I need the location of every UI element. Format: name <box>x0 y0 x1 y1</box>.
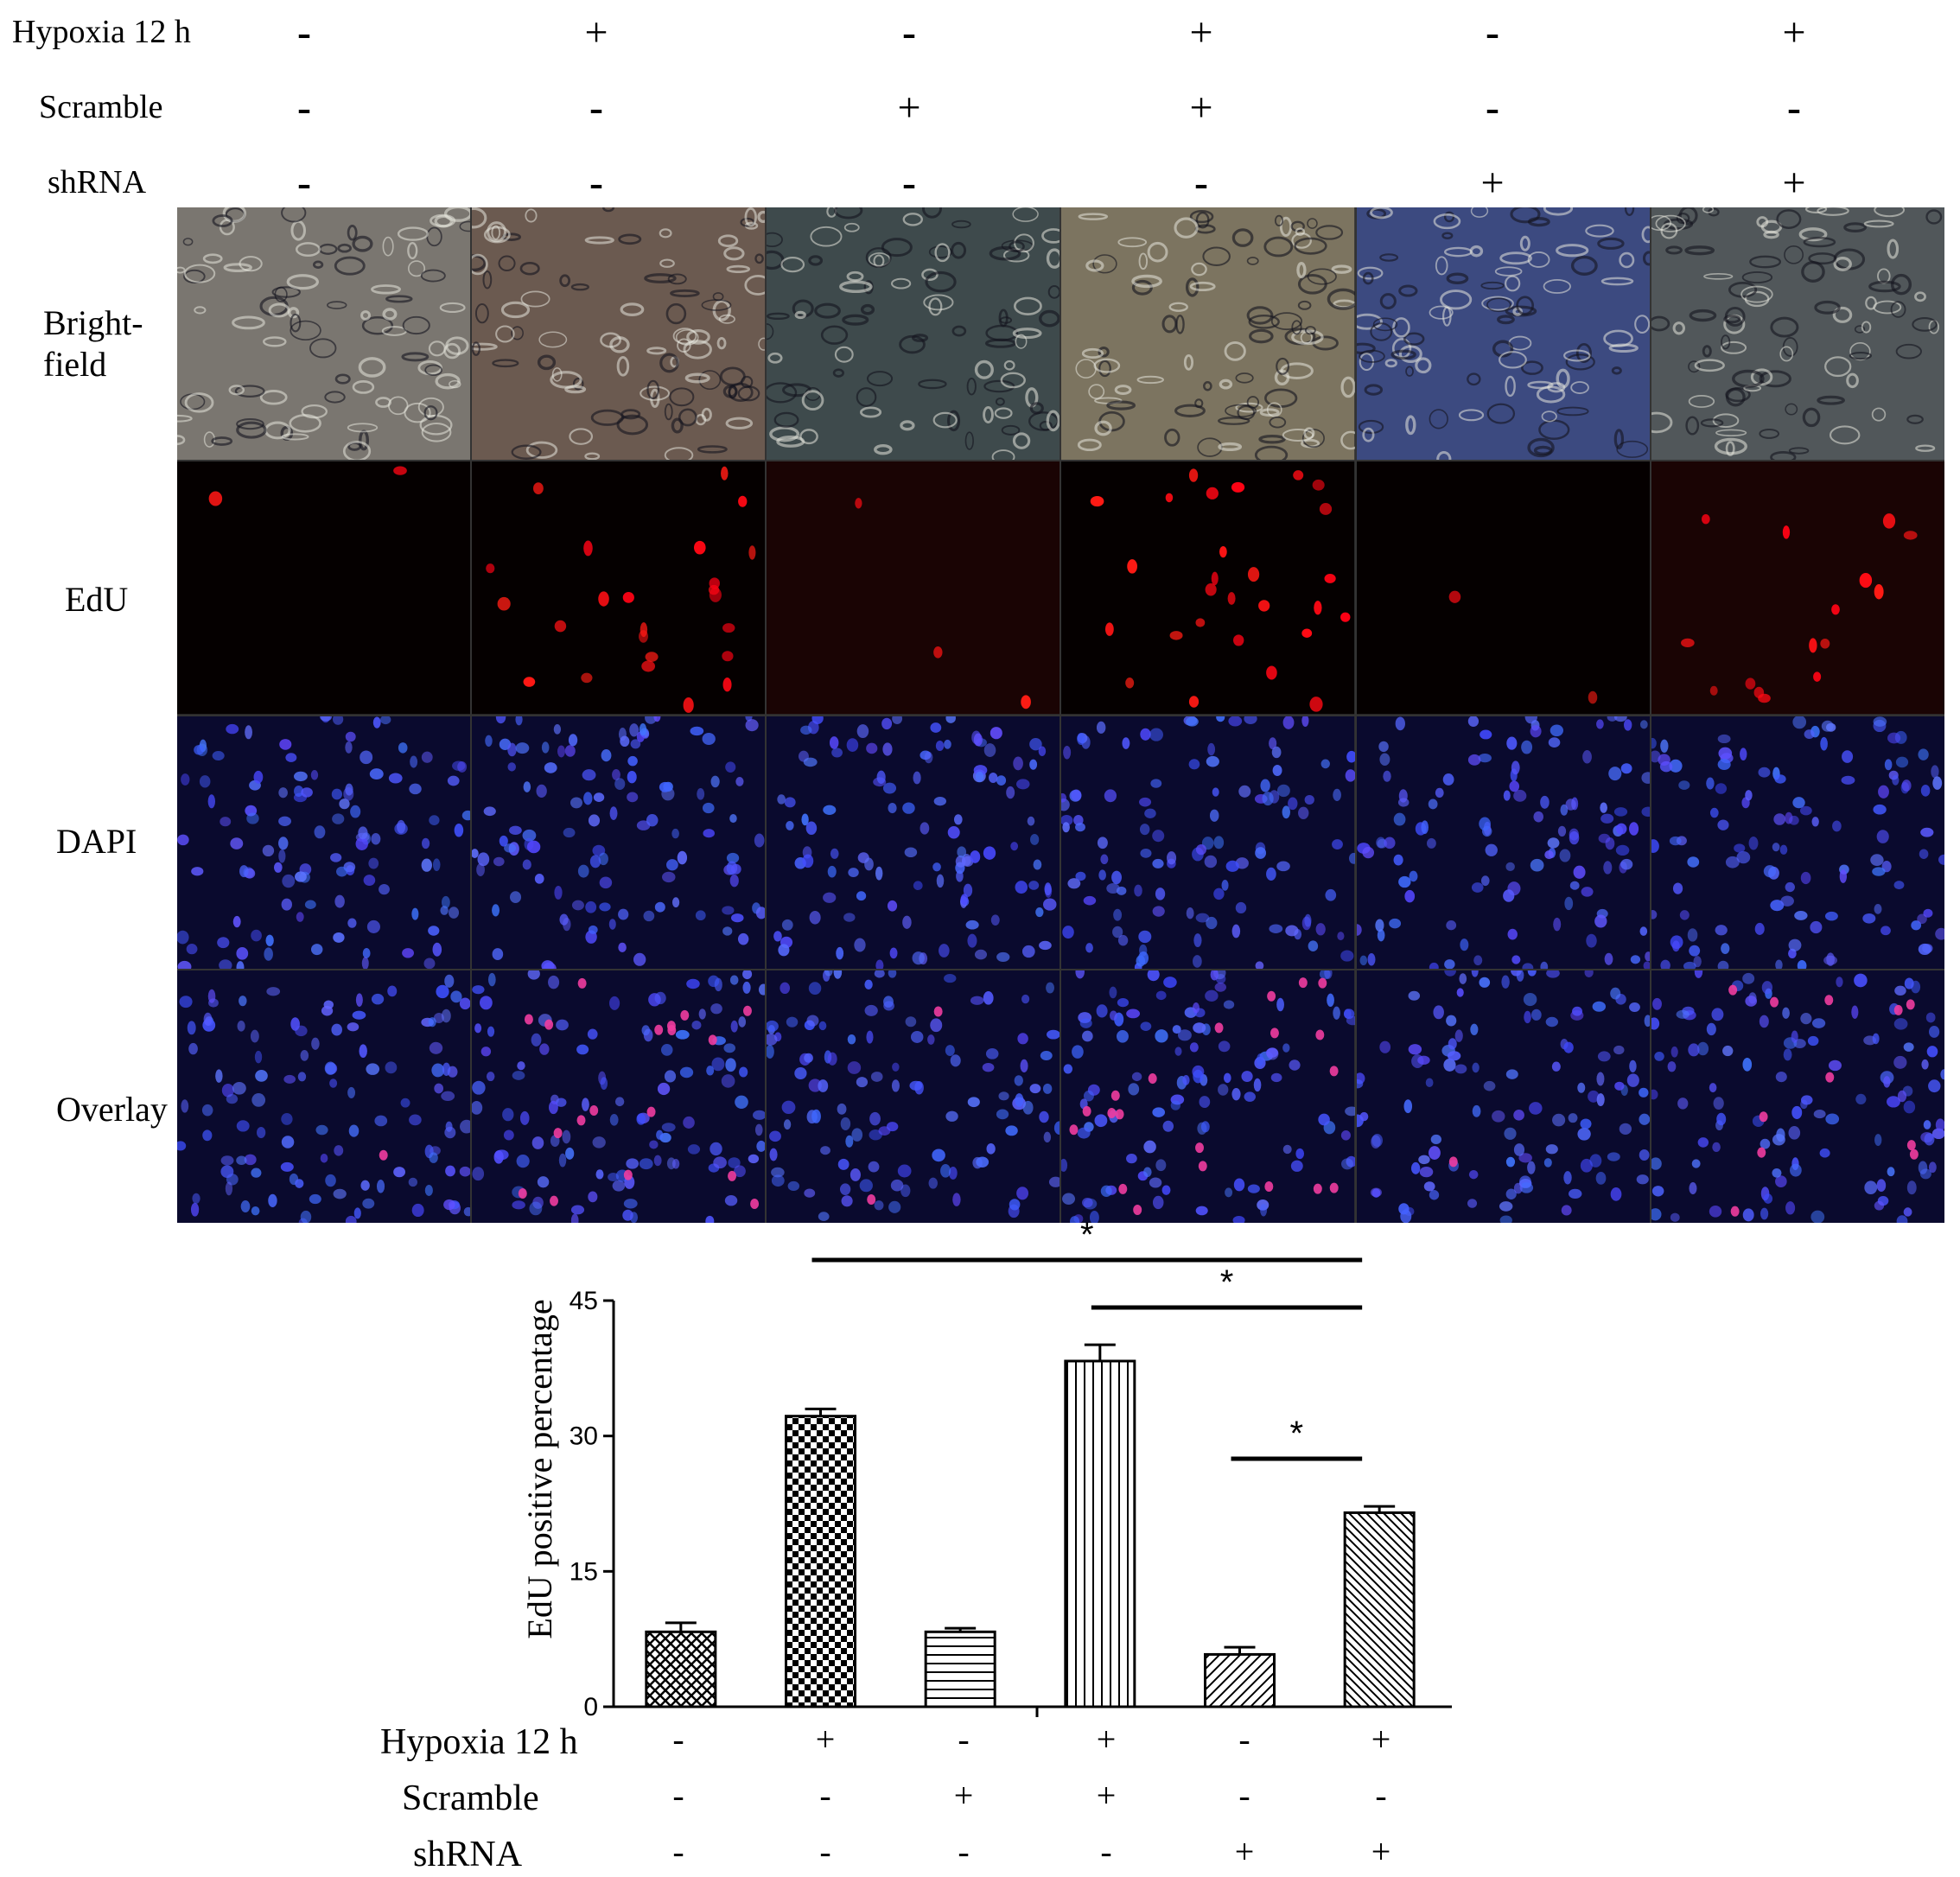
image-row-label: DAPI <box>56 822 137 861</box>
bar <box>924 1630 996 1708</box>
dapi-image <box>472 716 766 969</box>
top-condition-sign: - <box>902 160 916 206</box>
significance-star: * <box>1080 1218 1094 1254</box>
top-condition-sign: + <box>1189 85 1213 130</box>
edu-image <box>1061 461 1355 715</box>
edu-image <box>1651 461 1944 715</box>
bar <box>785 1415 856 1708</box>
bar <box>1064 1359 1136 1708</box>
top-condition-sign: + <box>584 10 608 55</box>
image-row-label: EdU <box>65 580 129 619</box>
top-condition-sign: - <box>589 85 603 130</box>
top-row-label: Hypoxia 12 h <box>12 14 191 50</box>
brightfield-image <box>767 207 1060 461</box>
bottom-condition-sign: - <box>819 1776 831 1815</box>
dapi-image <box>1356 716 1650 969</box>
bottom-condition-sign: + <box>815 1720 836 1759</box>
overlay-image <box>767 970 1060 1223</box>
top-condition-sign: - <box>1787 85 1801 130</box>
dapi-image <box>177 716 471 969</box>
top-condition-sign: + <box>1782 160 1806 206</box>
edu-image <box>767 461 1060 715</box>
overlay-image <box>472 970 766 1223</box>
bottom-row-label: Hypoxia 12 h <box>380 1722 578 1762</box>
dapi-image <box>1651 716 1944 969</box>
edu-bar-chart: 0 15 30 45 EdU positive percentage * * * <box>520 1218 1452 1721</box>
y-tick-label: 0 <box>583 1693 598 1721</box>
image-row-label: Bright- field <box>43 303 143 384</box>
bottom-condition-sign: + <box>1371 1832 1391 1871</box>
top-condition-sign: + <box>1480 160 1505 206</box>
overlay-image <box>1651 970 1944 1223</box>
bottom-condition-sign: - <box>958 1720 970 1759</box>
bottom-condition-sign: - <box>1238 1776 1250 1815</box>
y-tick-label: 45 <box>570 1287 598 1315</box>
bar <box>1204 1652 1276 1708</box>
bottom-condition-sign: + <box>1096 1720 1117 1759</box>
y-tick-label: 30 <box>570 1422 598 1451</box>
bar <box>1343 1511 1416 1708</box>
top-condition-sign: - <box>1194 160 1208 206</box>
brightfield-image <box>1061 207 1355 461</box>
bottom-condition-sign: - <box>1238 1720 1250 1759</box>
bottom-condition-sign: - <box>672 1832 684 1871</box>
dapi-image <box>767 716 1060 969</box>
bottom-row-label: shRNA <box>413 1835 523 1874</box>
edu-image <box>177 461 471 715</box>
bar <box>645 1630 717 1708</box>
top-condition-sign: - <box>1486 85 1499 130</box>
y-tick-label: 15 <box>570 1557 598 1586</box>
top-condition-sign: - <box>1486 10 1499 55</box>
bottom-condition-sign: - <box>672 1776 684 1815</box>
top-condition-sign: + <box>1782 10 1806 55</box>
brightfield-image <box>177 207 471 461</box>
bottom-condition-sign: + <box>1234 1832 1255 1871</box>
dapi-image <box>1061 716 1355 969</box>
bottom-condition-sign: - <box>958 1832 970 1871</box>
bottom-condition-sign: - <box>672 1720 684 1759</box>
bottom-row-label: Scramble <box>402 1778 539 1818</box>
image-row-label: Overlay <box>56 1090 168 1129</box>
y-axis-label: EdU positive percentage <box>520 1299 559 1638</box>
significance-star: * <box>1290 1415 1304 1453</box>
edu-image <box>1356 461 1650 715</box>
bottom-condition-sign: + <box>953 1776 974 1815</box>
top-condition-sign: - <box>589 160 603 206</box>
bottom-condition-sign: - <box>819 1832 831 1871</box>
top-row-label: Scramble <box>39 89 163 125</box>
bottom-condition-sign: + <box>1371 1720 1391 1759</box>
top-condition-sign: - <box>297 160 311 206</box>
edu-image <box>472 461 766 715</box>
overlay-image <box>177 970 471 1223</box>
bottom-condition-sign: - <box>1375 1776 1387 1815</box>
top-condition-sign: - <box>297 85 311 130</box>
top-condition-sign: + <box>897 85 921 130</box>
bottom-condition-sign: + <box>1096 1776 1117 1815</box>
top-row-label: shRNA <box>48 164 147 200</box>
bottom-condition-sign: - <box>1100 1832 1112 1871</box>
brightfield-image <box>472 207 766 461</box>
top-condition-sign: - <box>297 10 311 55</box>
brightfield-image <box>1356 207 1650 461</box>
significance-star: * <box>1220 1263 1234 1301</box>
overlay-image <box>1061 970 1355 1223</box>
top-condition-sign: - <box>902 10 916 55</box>
top-condition-sign: + <box>1189 10 1213 55</box>
overlay-image <box>1356 970 1650 1223</box>
microscopy-image-grid <box>177 207 1944 1223</box>
brightfield-image <box>1651 207 1944 461</box>
